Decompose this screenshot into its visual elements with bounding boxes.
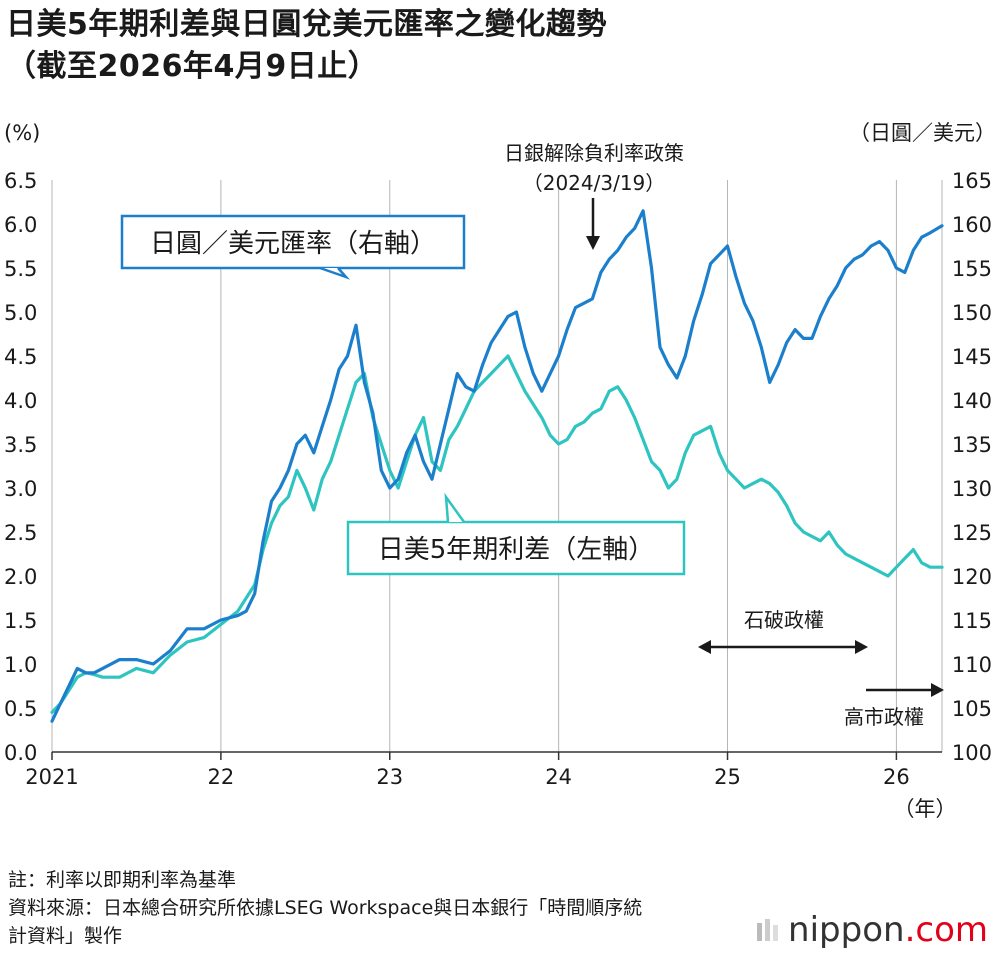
logo-name: nippon: [788, 910, 905, 950]
note-line-1: 註：利率以即期利率為基準: [8, 869, 237, 891]
right-tick-label-165: 165: [952, 169, 992, 193]
left-tick-label-5.0: 5.0: [4, 301, 37, 325]
left-tick-label-5.5: 5.5: [4, 257, 37, 281]
x-tick-label-24: 24: [545, 765, 572, 789]
left-tick-label-2.5: 2.5: [4, 521, 37, 545]
spread-callout-pointer: [444, 492, 466, 523]
left-tick-label-4.0: 4.0: [4, 389, 37, 413]
fx-callout-pointer: [319, 266, 351, 280]
ishiba-arrowhead-left: [698, 640, 711, 654]
left-tick-label-1.5: 1.5: [4, 609, 37, 633]
right-tick-label-100: 100: [952, 741, 992, 765]
x-tick-label-2021: 2021: [25, 765, 78, 789]
annotations: 日圓／美元匯率（右軸） 日美5年期利差（左軸） 日銀解除負利率政策 （2024/…: [120, 141, 944, 729]
right-tick-label-160: 160: [952, 213, 992, 237]
series-line-fx-rate: [50, 209, 944, 723]
left-axis-unit-label: (%): [4, 121, 40, 145]
right-tick-label-155: 155: [952, 257, 992, 281]
boj-event-arrowhead: [586, 236, 600, 250]
right-tick-label-135: 135: [952, 433, 992, 457]
right-tick-label-130: 130: [952, 477, 992, 501]
grid-lines: [51, 180, 943, 752]
logo-mark-icon: [757, 919, 779, 941]
right-tick-label-115: 115: [952, 609, 992, 633]
axes: 2021 22 23 24 25 26 （年） 0.0 0.5 1.0 1.5 2.0 2.5 3.0 3.…: [4, 121, 996, 821]
boj-event-date: （2024/3/19）: [523, 171, 666, 195]
fx-callout-label: 日圓／美元匯率（右軸）: [150, 229, 436, 259]
boj-event-label: 日銀解除負利率政策: [504, 141, 684, 165]
left-tick-label-6.0: 6.0: [4, 213, 37, 237]
x-tick-label-23: 23: [376, 765, 403, 789]
takaichi-label: 高市政權: [844, 705, 924, 729]
left-tick-label-6.5: 6.5: [4, 169, 37, 193]
spread-callout-box: [346, 520, 686, 576]
left-tick-label-1.0: 1.0: [4, 653, 37, 677]
nippon-logo: nippon.com: [756, 910, 988, 950]
left-tick-label-0.5: 0.5: [4, 697, 37, 721]
note-source-line-2: 資料來源：日本總合研究所依據LSEG Workspace與日本銀行「時間順序統: [8, 897, 643, 919]
logo-suffix: .com: [904, 910, 988, 950]
x-tick-label-22: 22: [208, 765, 235, 789]
right-tick-label-125: 125: [952, 521, 992, 545]
chart-title: 日美5年期利差與日圓兌美元匯率之變化趨勢 （截至2026年4月9日止）: [6, 4, 607, 88]
ishiba-arrowhead-right: [855, 640, 868, 654]
right-tick-label-140: 140: [952, 389, 992, 413]
title-line-1: 日美5年期利差與日圓兌美元匯率之變化趨勢: [6, 7, 607, 42]
spread-callout-label: 日美5年期利差（左軸）: [378, 535, 655, 565]
right-tick-label-145: 145: [952, 345, 992, 369]
takaichi-arrowhead: [931, 683, 944, 697]
series-lines: [50, 209, 944, 723]
left-tick-label-3.5: 3.5: [4, 433, 37, 457]
right-tick-label-150: 150: [952, 301, 992, 325]
x-tick-label-26: 26: [883, 765, 910, 789]
right-tick-label-120: 120: [952, 565, 992, 589]
right-axis-unit-label: （日圓／美元）: [849, 121, 996, 145]
left-tick-label-2.0: 2.0: [4, 565, 37, 589]
right-tick-label-110: 110: [952, 653, 992, 677]
ishiba-label: 石破政權: [744, 608, 824, 632]
right-tick-label-105: 105: [952, 697, 992, 721]
x-tick-label-25: 25: [714, 765, 741, 789]
title-line-2: （截至2026年4月9日止）: [6, 49, 379, 84]
fx-callout-box: [120, 214, 466, 270]
left-tick-label-3.0: 3.0: [4, 477, 37, 501]
x-axis-unit-label: （年）: [894, 797, 957, 821]
left-tick-label-4.5: 4.5: [4, 345, 37, 369]
left-tick-label-0.0: 0.0: [4, 741, 37, 765]
note-source-line-3: 計資料」製作: [8, 925, 123, 947]
